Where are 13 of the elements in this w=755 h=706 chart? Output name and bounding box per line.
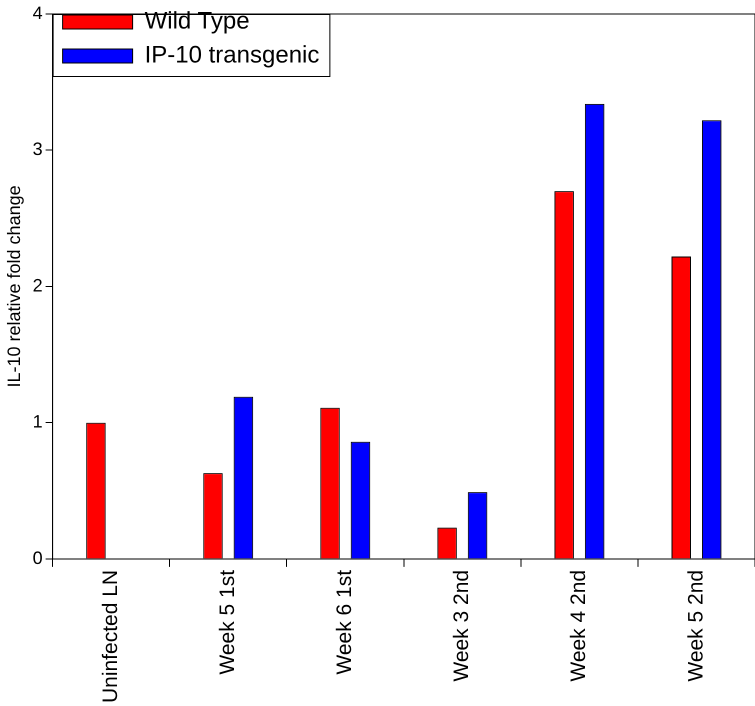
x-tick-label: Uninfected LN — [98, 570, 122, 704]
x-tick-label: Week 6 1st — [333, 570, 356, 675]
y-tick-label: 0 — [32, 548, 43, 568]
y-tick-label: 3 — [32, 139, 43, 160]
y-axis-title: IL-10 relative fold change — [4, 185, 24, 388]
x-tick-label: Week 5 2nd — [684, 570, 708, 682]
x-tick-label: Week 4 2nd — [567, 570, 590, 682]
y-tick-label: 1 — [32, 412, 43, 432]
x-tick-label: Week 3 2nd — [450, 570, 474, 682]
legend-label: IP-10 transgenic — [144, 42, 320, 69]
x-tick-label: Week 5 1st — [216, 570, 240, 675]
y-tick-label: 2 — [32, 275, 43, 296]
y-tick-label: 4 — [32, 2, 43, 23]
